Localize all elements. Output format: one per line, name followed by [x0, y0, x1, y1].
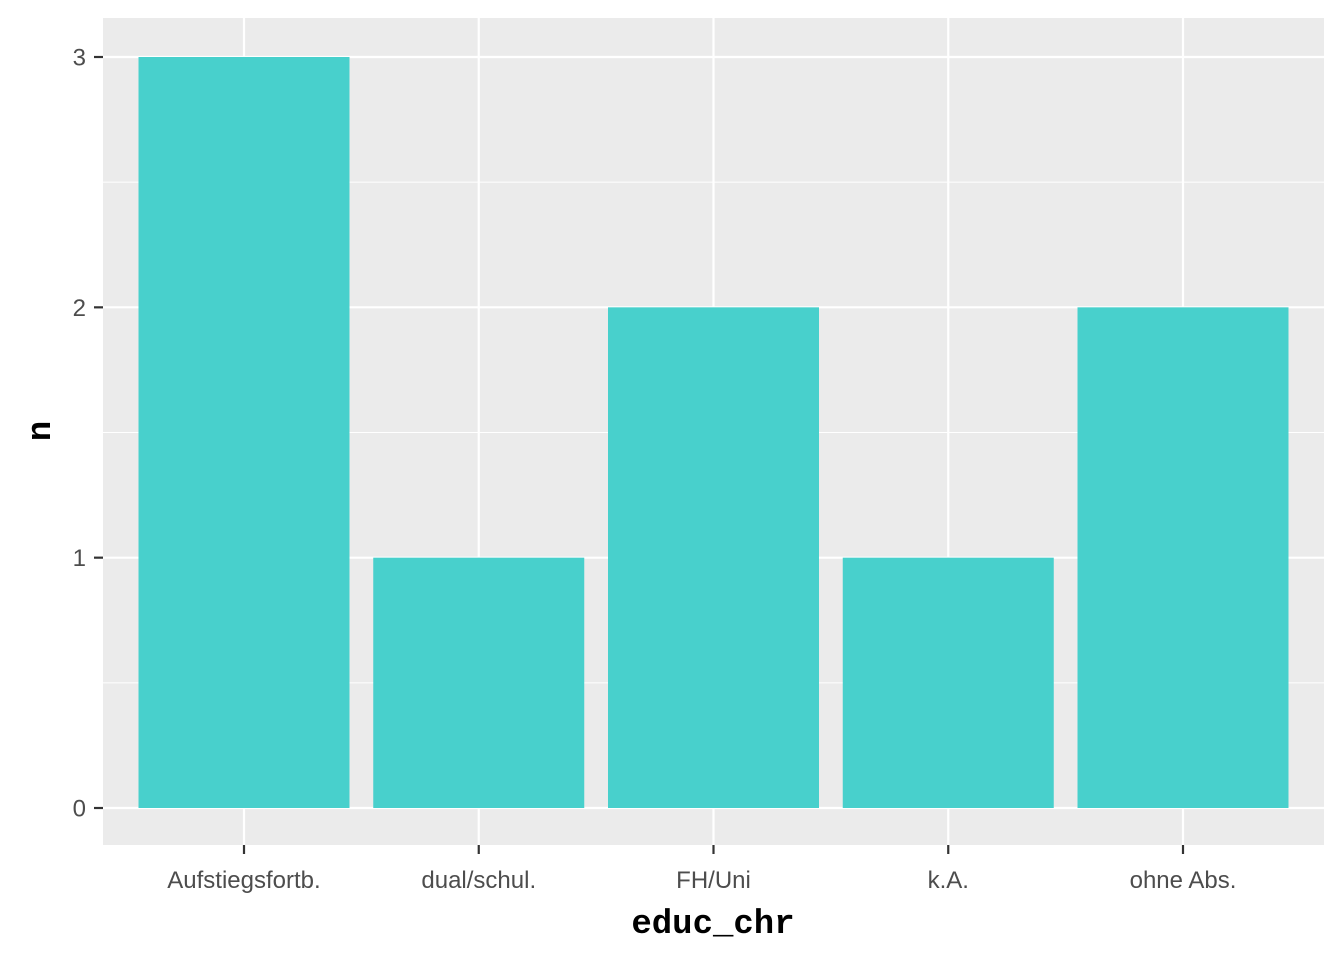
x-tick-label: k.A.: [928, 867, 969, 894]
y-axis-title: n: [23, 421, 61, 441]
bar-1: [138, 57, 350, 808]
y-tick-label: 1: [73, 545, 86, 572]
x-axis: Aufstiegsfortb. dual/schul. FH/Uni k.A. ohne…: [167, 845, 1236, 894]
x-tick-label: dual/schul.: [421, 867, 536, 894]
y-axis: 0 1 2 3: [73, 45, 103, 823]
x-tick-label: FH/Uni: [676, 867, 751, 894]
bars: [138, 57, 1289, 808]
y-tick-label: 3: [73, 45, 86, 72]
bar-4: [842, 557, 1054, 808]
x-tick-label: ohne Abs.: [1130, 867, 1237, 894]
y-tick-label: 0: [73, 796, 86, 823]
y-tick-label: 2: [73, 295, 86, 322]
x-axis-title: educ_chr: [631, 906, 794, 944]
x-tick-label: Aufstiegsfortb.: [167, 867, 320, 894]
bar-5: [1077, 307, 1289, 808]
bar-2: [373, 557, 585, 808]
bar-3: [608, 307, 819, 808]
